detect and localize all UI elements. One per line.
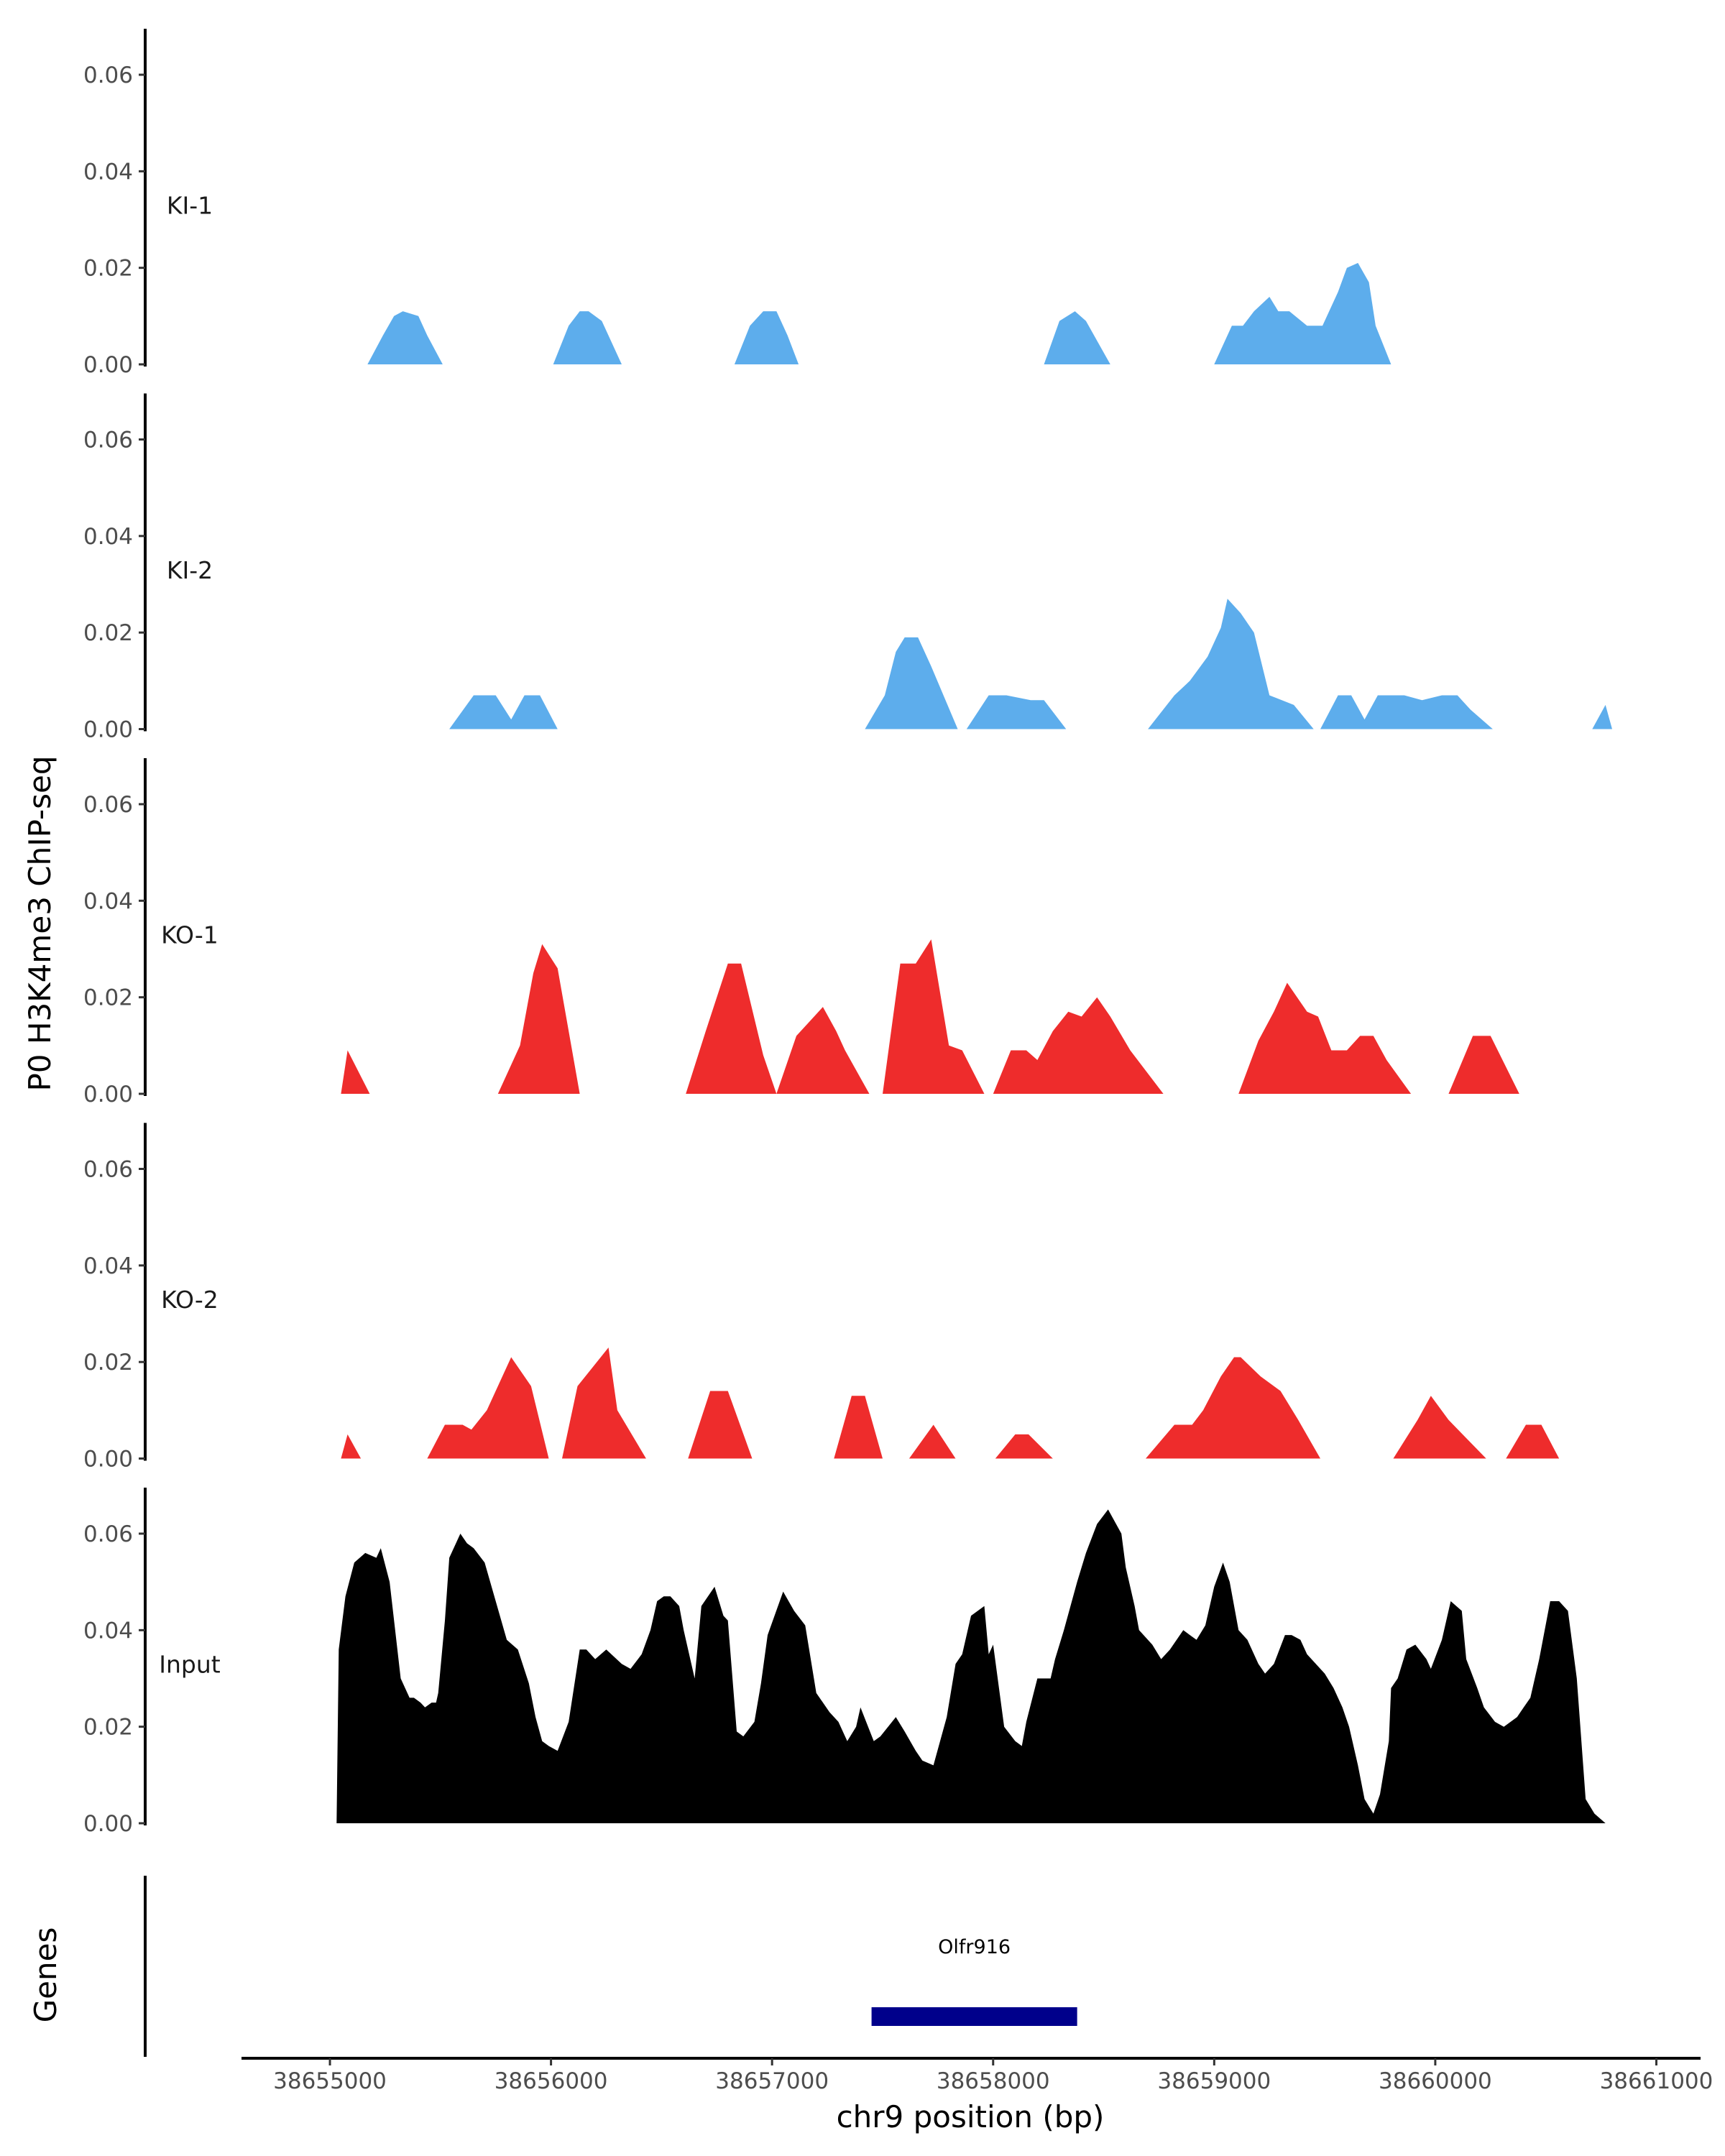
y-tick-label: 0.00 — [83, 1811, 133, 1837]
signal-area-ki-2 — [449, 599, 1612, 729]
y-tick-label: 0.02 — [83, 1350, 133, 1376]
y-tick-label: 0.06 — [83, 1521, 133, 1547]
genes-axis-title: Genes — [28, 1927, 63, 2023]
track-label: KI-1 — [167, 191, 213, 219]
track-input: 0.00 0.02 0.04 0.06 Input — [83, 1488, 1606, 1837]
y-tick-label: 0.00 — [83, 717, 133, 743]
x-tick-label: 38656000 — [494, 2068, 608, 2094]
y-tick-label: 0.04 — [83, 159, 133, 185]
y-tick-label: 0.06 — [83, 428, 133, 453]
y-axis-title: P0 H3K4me3 ChIP-seq — [22, 755, 58, 1091]
track-ko-1: 0.00 0.02 0.04 0.06 KO-1 — [83, 758, 1519, 1107]
y-tick-label: 0.02 — [83, 620, 133, 646]
tracks-layer: 0.00 0.02 0.04 0.06 KI-1 0.00 0.02 0.04 0.06 KI-2… — [83, 29, 1612, 1837]
gene-label: Olfr916 — [938, 1936, 1011, 1958]
x-tick-label: 38660000 — [1379, 2068, 1492, 2094]
y-tick-label: 0.04 — [83, 1618, 133, 1644]
signal-area-ki-1 — [367, 262, 1392, 364]
genes-panel: Olfr916 — [144, 1876, 1077, 2057]
y-tick-label: 0.04 — [83, 1253, 133, 1279]
track-label: Input — [159, 1650, 221, 1678]
y-tick-label: 0.06 — [83, 63, 133, 88]
y-tick-label: 0.02 — [83, 985, 133, 1011]
signal-area-input — [336, 1509, 1606, 1823]
y-tick-label: 0.06 — [83, 1157, 133, 1183]
gene-body — [871, 2007, 1077, 2026]
x-tick-label: 38655000 — [273, 2068, 387, 2094]
signal-area-ko-1 — [341, 939, 1519, 1094]
signal-area-ko-2 — [341, 1348, 1560, 1459]
y-tick-label: 0.04 — [83, 524, 133, 550]
y-tick-label: 0.02 — [83, 1715, 133, 1741]
y-tick-label: 0.00 — [83, 352, 133, 378]
y-tick-label: 0.00 — [83, 1447, 133, 1473]
x-tick-label: 38661000 — [1600, 2068, 1714, 2094]
track-ko-2: 0.00 0.02 0.04 0.06 KO-2 — [83, 1123, 1560, 1473]
x-tick-label: 38657000 — [715, 2068, 829, 2094]
y-tick-label: 0.02 — [83, 256, 133, 282]
x-axis-title: chr9 position (bp) — [837, 2099, 1105, 2134]
track-label: KO-1 — [161, 921, 218, 949]
track-ki-2: 0.00 0.02 0.04 0.06 KI-2 — [83, 393, 1612, 743]
x-tick-label: 38658000 — [937, 2068, 1050, 2094]
y-tick-label: 0.06 — [83, 792, 133, 818]
y-tick-label: 0.04 — [83, 888, 133, 914]
track-label: KI-2 — [167, 556, 213, 584]
y-tick-label: 0.00 — [83, 1082, 133, 1107]
track-label: KO-2 — [161, 1286, 218, 1314]
x-axis: 38655000 38656000 38657000 38658000 38659000… — [242, 2057, 1714, 2094]
track-ki-1: 0.00 0.02 0.04 0.06 KI-1 — [83, 29, 1392, 378]
x-tick-label: 38659000 — [1157, 2068, 1271, 2094]
